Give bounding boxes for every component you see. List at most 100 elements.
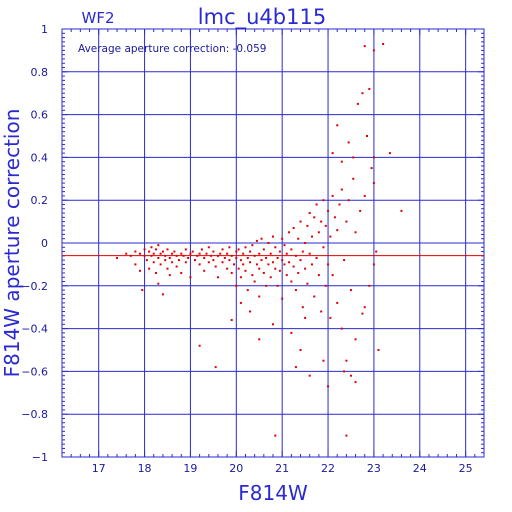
data-point bbox=[301, 250, 304, 253]
data-point bbox=[265, 284, 268, 287]
y-axis-label: F814W aperture correction bbox=[0, 109, 24, 378]
data-point bbox=[161, 293, 164, 296]
data-point bbox=[161, 250, 164, 253]
y-tick-label: −0.8 bbox=[21, 408, 48, 421]
data-point bbox=[203, 269, 206, 272]
data-point bbox=[251, 244, 254, 247]
data-point bbox=[138, 252, 141, 255]
data-point bbox=[223, 256, 226, 259]
data-point bbox=[338, 203, 341, 206]
data-point bbox=[329, 235, 332, 238]
data-point bbox=[349, 289, 352, 292]
data-point bbox=[143, 254, 146, 257]
data-point bbox=[290, 331, 293, 334]
data-point bbox=[276, 256, 279, 259]
data-point bbox=[372, 263, 375, 266]
axis-ticks bbox=[61, 28, 485, 458]
chart-title: lmc_u4b115 bbox=[198, 5, 326, 30]
data-point bbox=[171, 252, 174, 255]
data-point bbox=[134, 263, 137, 266]
data-point bbox=[372, 49, 375, 52]
data-point bbox=[242, 263, 245, 266]
data-point bbox=[345, 359, 348, 362]
data-point bbox=[152, 261, 155, 264]
data-point bbox=[382, 42, 385, 45]
data-point bbox=[299, 349, 302, 351]
data-point bbox=[343, 370, 346, 373]
data-point bbox=[262, 271, 265, 274]
data-point bbox=[207, 246, 210, 249]
data-point bbox=[294, 289, 297, 292]
data-point bbox=[331, 152, 334, 155]
data-point bbox=[317, 274, 320, 277]
data-point bbox=[258, 252, 261, 255]
data-point bbox=[159, 252, 162, 255]
data-point bbox=[297, 237, 300, 240]
data-point bbox=[155, 248, 158, 251]
data-point bbox=[258, 295, 261, 298]
data-point bbox=[310, 235, 313, 238]
data-point bbox=[331, 274, 334, 277]
data-point bbox=[317, 231, 320, 234]
data-point bbox=[366, 135, 369, 137]
data-point bbox=[340, 327, 343, 330]
data-point bbox=[347, 199, 350, 202]
data-point bbox=[138, 269, 141, 272]
data-point bbox=[175, 265, 178, 268]
data-point bbox=[372, 156, 375, 159]
data-point bbox=[198, 344, 201, 347]
data-point bbox=[198, 263, 201, 266]
data-point bbox=[327, 263, 330, 266]
x-tick-label: 22 bbox=[321, 462, 335, 475]
data-point bbox=[368, 87, 371, 90]
y-tick-label: −0.4 bbox=[21, 323, 48, 336]
data-point bbox=[370, 167, 373, 170]
data-point bbox=[255, 263, 258, 266]
chip-label: WF2 bbox=[81, 9, 114, 27]
data-point bbox=[315, 256, 318, 259]
data-point bbox=[255, 239, 258, 242]
data-point bbox=[361, 312, 364, 315]
data-point bbox=[189, 276, 192, 279]
data-point bbox=[235, 256, 238, 259]
data-point bbox=[352, 156, 355, 159]
data-point bbox=[327, 385, 330, 388]
data-point bbox=[274, 434, 277, 437]
data-point bbox=[226, 252, 229, 255]
data-point bbox=[285, 252, 288, 255]
data-point bbox=[313, 295, 316, 298]
data-point bbox=[166, 248, 169, 251]
data-point bbox=[214, 366, 217, 369]
data-point bbox=[320, 220, 323, 223]
data-point bbox=[313, 216, 316, 219]
data-point bbox=[290, 248, 293, 251]
data-point bbox=[184, 248, 187, 251]
data-point bbox=[166, 267, 169, 270]
data-point bbox=[239, 259, 242, 262]
data-point bbox=[230, 254, 233, 257]
data-point bbox=[278, 250, 281, 253]
data-point bbox=[157, 282, 160, 285]
data-point bbox=[237, 248, 240, 251]
data-point bbox=[244, 246, 247, 249]
data-point bbox=[260, 237, 263, 240]
data-point bbox=[212, 259, 215, 262]
y-tick-label: 0.8 bbox=[31, 66, 49, 79]
data-point bbox=[253, 254, 256, 257]
data-point bbox=[205, 252, 208, 255]
data-point bbox=[168, 274, 171, 277]
data-point bbox=[372, 182, 375, 185]
data-point bbox=[329, 316, 332, 319]
data-point bbox=[180, 271, 183, 274]
data-point bbox=[322, 246, 325, 249]
data-point bbox=[184, 261, 187, 264]
data-point bbox=[196, 254, 199, 257]
x-tick-label: 21 bbox=[275, 462, 289, 475]
data-point bbox=[180, 252, 183, 255]
data-point bbox=[235, 250, 238, 253]
data-point bbox=[359, 209, 362, 212]
data-point bbox=[320, 310, 323, 313]
data-point bbox=[214, 265, 217, 268]
data-point bbox=[134, 250, 137, 253]
data-point bbox=[340, 160, 343, 163]
